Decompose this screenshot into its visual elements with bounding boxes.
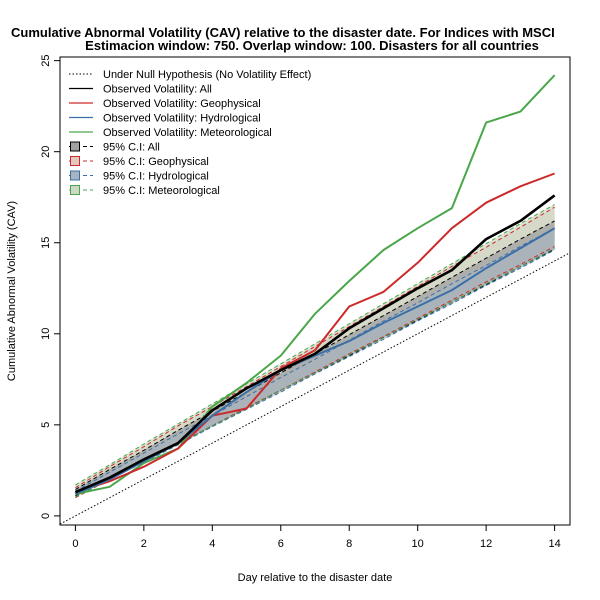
series-line-observed-volatility-meteorological: [75, 74, 556, 495]
x-tick-label: 14: [548, 538, 560, 550]
ci-lower-95-c-i-hydrological: [75, 249, 555, 498]
plot-area: [60, 74, 570, 525]
ci-lower-95-c-i-meteorological: [75, 247, 555, 498]
y-tick-label: 20: [40, 146, 52, 158]
x-tick-label: 0: [72, 538, 78, 550]
chart-title: Cumulative Abnormal Volatility (CAV) rel…: [11, 25, 555, 40]
y-tick-label: 25: [40, 55, 52, 67]
legend-label: Observed Volatility: Meteorological: [103, 127, 272, 139]
legend-label: 95% C.I: Geophysical: [103, 156, 209, 168]
y-tick-label: 15: [40, 237, 52, 249]
legend: Under Null Hypothesis (No Volatility Eff…: [69, 69, 311, 197]
x-tick-label: 8: [346, 538, 352, 550]
x-tick-label: 4: [209, 538, 215, 550]
x-tick-label: 6: [278, 538, 284, 550]
null-hypothesis-line: [60, 252, 570, 525]
y-axis: 0 5 10 15 20 25: [40, 55, 61, 519]
legend-label: Observed Volatility: Geophysical: [103, 98, 261, 110]
y-tick-label: 5: [40, 422, 52, 428]
y-tick-label: 0: [40, 513, 52, 519]
x-axis-label: Day relative to the disaster date: [238, 572, 393, 584]
x-tick-label: 2: [141, 538, 147, 550]
ci-lower-95-c-i-geophysical: [75, 245, 555, 499]
legend-key-box-95-c-i-all: [70, 141, 80, 152]
x-axis: 0 2 4 6 8 10 12 14: [72, 524, 561, 550]
ci-upper-95-c-i-geophysical: [75, 206, 555, 489]
x-tick-label: 10: [412, 538, 424, 550]
legend-label: Under Null Hypothesis (No Volatility Eff…: [103, 69, 311, 81]
legend-label: Observed Volatility: All: [103, 84, 212, 96]
legend-label: Observed Volatility: Hydrological: [103, 113, 261, 125]
legend-label: 95% C.I: All: [103, 142, 160, 154]
legend-label: 95% C.I: Hydrological: [103, 171, 209, 183]
legend-key-box-95-c-i-geophysical: [70, 156, 80, 166]
legend-key-box-95-c-i-meteorological: [70, 185, 80, 195]
chart-subtitle: Estimacion window: 750. Overlap window: …: [85, 38, 539, 53]
series-line-observed-volatility-geophysical: [75, 172, 555, 494]
y-tick-label: 10: [40, 328, 52, 340]
x-tick-label: 12: [480, 538, 492, 550]
series-line-observed-volatility-all: [74, 194, 556, 494]
legend-key-box-95-c-i-hydrological: [70, 170, 80, 181]
y-axis-label: Cumulative Abnormal Volatility (CAV): [6, 201, 18, 381]
ci-upper-95-c-i-hydrological: [75, 227, 555, 492]
legend-label: 95% C.I: Meteorological: [103, 185, 220, 197]
